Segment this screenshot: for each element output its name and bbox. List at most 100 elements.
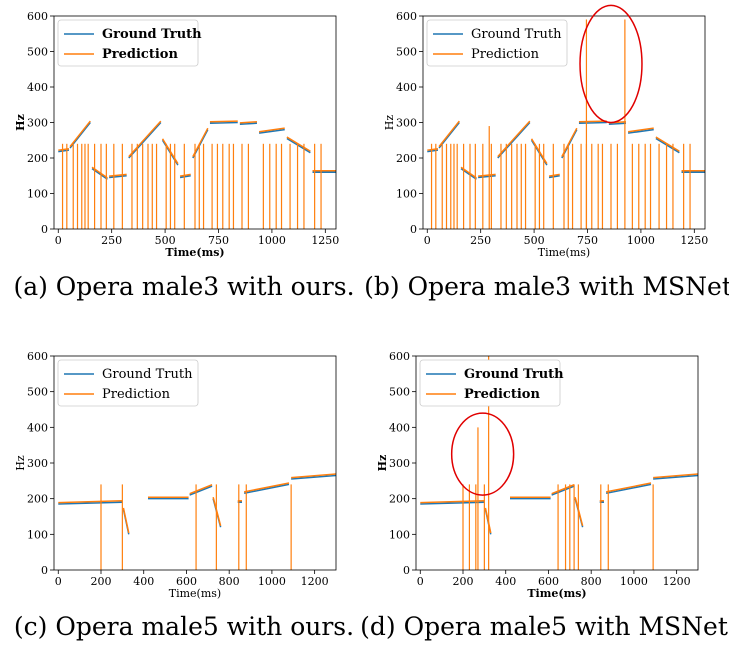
x-tick-label: 200 [453,575,474,588]
ground-truth-line [551,485,575,496]
y-tick-label: 100 [27,528,48,541]
ground-truth-line [258,128,285,134]
prediction-line [420,500,485,504]
x-tick-label: 0 [55,575,62,588]
ground-truth-line [653,474,698,480]
plot-area [420,356,698,570]
x-tick-label: 800 [219,575,240,588]
y-tick-label: 400 [27,421,48,434]
legend: Ground Truth Prediction [57,359,199,407]
prediction-line [258,127,285,133]
prediction-line [122,507,130,534]
x-tick-label: 1250 [680,234,708,247]
panel-caption: (c) Opera male5 with ours. [14,612,354,641]
prediction-line [286,136,311,152]
x-tick-label: 400 [133,575,154,588]
y-tick-label: 400 [396,81,417,94]
x-tick-label: 1200 [301,575,329,588]
highlight-circle [579,4,643,124]
y-tick-label: 500 [27,46,48,59]
prediction-line [478,173,496,177]
x-tick-label: 500 [155,234,176,247]
ground-truth-line [627,128,654,134]
y-axis-label: Hz [14,114,27,131]
x-tick-label: 1000 [258,234,286,247]
ground-truth-line [608,122,627,126]
plot-area [427,19,705,229]
x-tick-label: 1000 [620,575,648,588]
ground-truth-line [109,175,127,179]
x-tick-label: 1000 [627,234,655,247]
x-tick-label: 0 [55,234,62,247]
y-tick-label: 0 [41,564,48,577]
legend-label-ground-truth: Ground Truth [471,27,562,42]
y-tick-label: 600 [27,350,48,363]
y-axis-label: Hz [376,455,389,472]
y-tick-label: 200 [27,493,48,506]
legend-label-ground-truth: Ground Truth [102,367,193,382]
panel-caption: (a) Opera male3 with ours. [13,272,354,301]
prediction-line [548,173,560,177]
prediction-line [243,482,290,493]
y-tick-label: 200 [396,152,417,165]
x-tick-label: 200 [91,575,112,588]
y-tick-label: 600 [389,350,410,363]
x-tick-label: 250 [101,234,122,247]
y-tick-label: 600 [396,10,417,23]
ground-truth-line [179,175,191,179]
x-tick-label: 1250 [311,234,339,247]
legend-label-prediction: Prediction [471,47,540,62]
prediction-line [239,121,258,124]
ground-truth-line [497,121,531,159]
legend-label-prediction: Prediction [102,47,178,62]
ground-truth-line [655,137,680,154]
ground-truth-line [478,175,496,179]
y-tick-label: 100 [389,528,410,541]
legend-label-prediction: Prediction [102,387,171,402]
prediction-line [69,120,91,148]
prediction-line [109,173,127,177]
x-tick-label: 1200 [663,575,691,588]
prediction-line [209,120,238,123]
x-tick-label: 600 [538,575,559,588]
prediction-line [605,482,652,493]
x-tick-label: 250 [470,234,491,247]
ground-truth-line [189,485,213,496]
chart-panel-3: 0 100 200 300 400 500 600 0 200 400 600 800 1000 1200… [14,350,354,641]
y-tick-label: 300 [389,457,410,470]
y-axis-label: Hz [14,455,27,471]
y-tick-label: 0 [403,564,410,577]
chart-panel-4: 0 100 200 300 400 500 600 0 200 400 600 800 1000 1200… [360,350,729,641]
x-tick-label: 600 [176,575,197,588]
y-tick-label: 200 [389,493,410,506]
panel-caption: (d) Opera male5 with MSNet. [360,612,729,641]
legend-label-prediction: Prediction [464,387,540,402]
x-tick-label: 1000 [258,575,286,588]
ground-truth-line [239,122,258,126]
prediction-line [128,120,162,158]
x-axis-label: Time(ms) [527,587,586,600]
x-tick-label: 750 [577,234,598,247]
x-tick-label: 400 [495,575,516,588]
y-tick-label: 300 [27,117,48,130]
y-tick-label: 600 [27,10,48,23]
plot-area [58,473,336,570]
x-tick-label: 0 [424,234,431,247]
legend: Ground Truth Prediction [57,19,202,67]
ground-truth-line [243,483,290,495]
chart-panel-1: 0 100 200 300 400 500 600 0 250 500 750 1000 1250 Tim… [13,10,354,301]
prediction-line [655,136,680,152]
ground-truth-line [128,121,162,159]
ground-truth-line [209,121,238,124]
legend-label-ground-truth: Ground Truth [102,27,202,42]
chart-panel-2: 0 100 200 300 400 500 600 0 250 500 750 1000 1250 Tim… [364,4,729,301]
y-tick-label: 300 [396,117,417,130]
y-tick-label: 100 [396,188,417,201]
ground-truth-line [58,501,123,505]
x-tick-label: 0 [417,575,424,588]
legend: Ground Truth Prediction [426,19,568,67]
prediction-line [551,484,575,495]
ground-truth-line [578,121,607,124]
x-axis-label: Time(ms) [169,587,221,600]
